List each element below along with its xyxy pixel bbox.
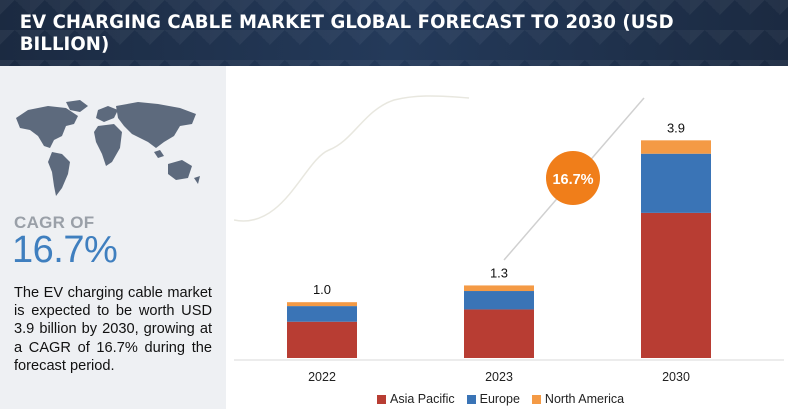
bar-total-label: 1.3 (490, 265, 508, 280)
header-banner: EV CHARGING CABLE MARKET GLOBAL FORECAST… (0, 0, 788, 66)
world-map-icon (16, 100, 200, 196)
legend-item-europe: Europe (466, 392, 520, 406)
cagr-bubble (546, 151, 600, 205)
bar-europe-2022 (287, 306, 357, 322)
chart-legend: Asia Pacific Europe North America (377, 392, 636, 406)
cagr-label: CAGR OF (14, 213, 95, 232)
decorative-swoosh (234, 95, 470, 222)
bar-north-america-2023 (464, 285, 534, 292)
bar-europe-2030 (641, 153, 711, 213)
legend-swatch (377, 394, 386, 404)
legend-label: Europe (479, 392, 520, 406)
legend-item-asia-pacific: Asia Pacific (377, 392, 455, 406)
legend-label: Asia Pacific (390, 392, 455, 406)
stacked-bar-chart: 1.0 1.3 3.9 16.7% (234, 95, 784, 361)
cagr-value: 16.7% (12, 229, 118, 271)
legend-item-north-america: North America (531, 392, 625, 406)
left-panel: CAGR OF 16.7% The EV charging cable mark… (0, 66, 226, 409)
legend-label: North America (544, 392, 625, 406)
bar-north-america-2022 (287, 302, 357, 307)
bar-europe-2023 (464, 291, 534, 310)
bar-north-america-2030 (641, 140, 711, 154)
x-tick-label: 2030 (662, 370, 690, 384)
x-tick-label: 2023 (485, 370, 513, 384)
bar-asia-pacific-2022 (287, 321, 357, 358)
market-description: The EV charging cable market is expected… (14, 285, 212, 374)
legend-swatch (466, 394, 476, 404)
legend-swatch (531, 394, 541, 404)
bar-total-label: 3.9 (667, 120, 685, 135)
page-title: EV CHARGING CABLE MARKET GLOBAL FORECAST… (19, 11, 674, 55)
x-tick-label: 2022 (308, 370, 336, 384)
bar-asia-pacific-2023 (464, 309, 534, 358)
bar-total-label: 1.0 (313, 282, 331, 297)
cagr-bubble-label: 16.7% (552, 172, 593, 188)
bar-asia-pacific-2030 (641, 212, 711, 358)
